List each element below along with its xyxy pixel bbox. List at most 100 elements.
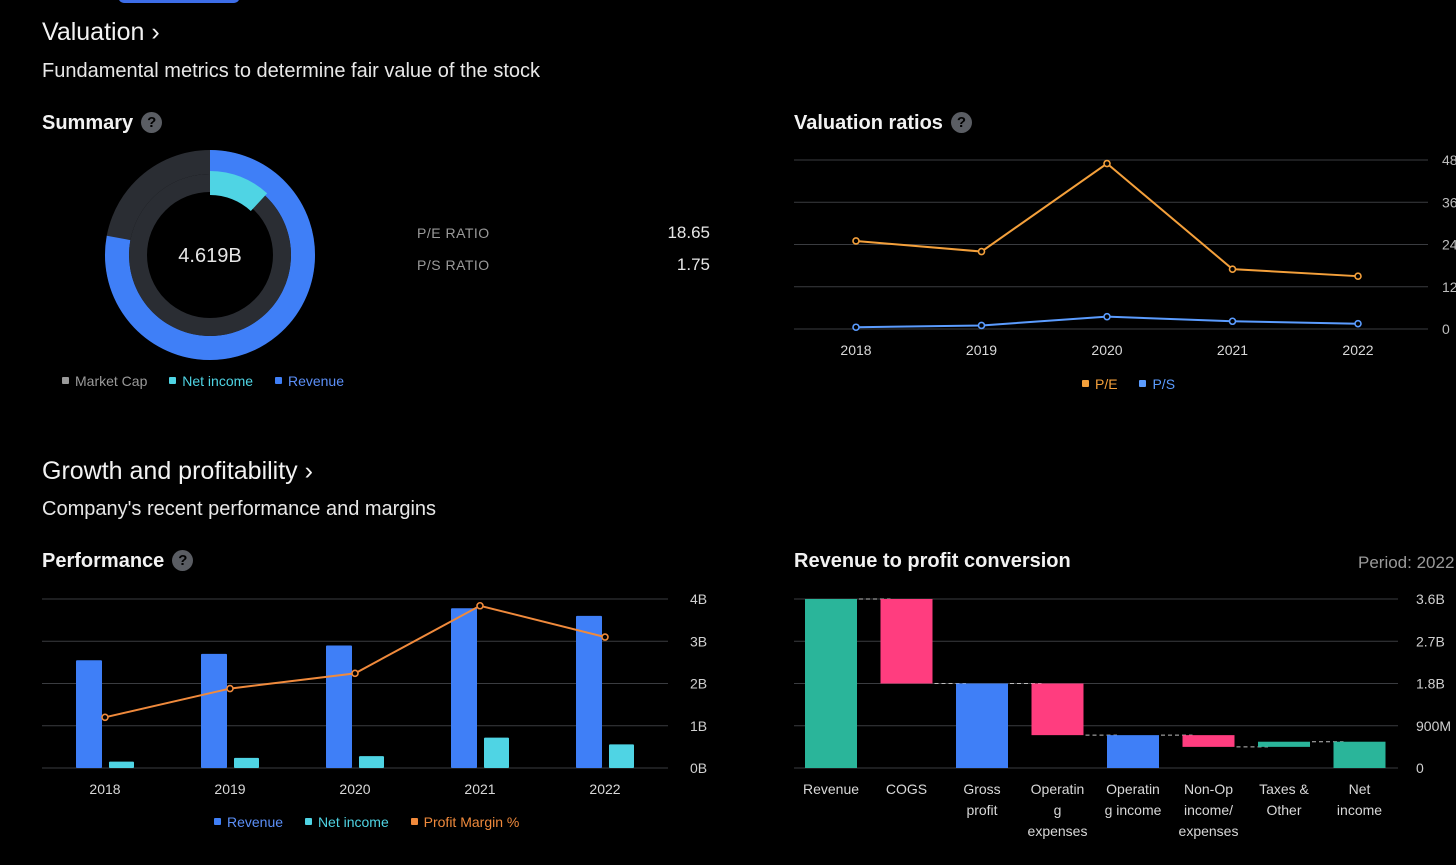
vr-point-pe: [1354, 272, 1362, 280]
legend-ps-label: P/S: [1152, 376, 1176, 392]
performance-help-icon[interactable]: ?: [172, 550, 194, 571]
conv-x-tick-label: Gross: [963, 781, 1000, 797]
conv-x-tick-label: g: [1054, 802, 1062, 818]
conversion-chart: 0 900M 1.8B 2.7B 3.6B Revenue COGS Gross profit O…: [794, 591, 1451, 839]
conv-x-tick-label: income/: [1184, 802, 1233, 818]
conv-x-tick-label: profit: [966, 802, 997, 818]
summary-title-text: Summary: [42, 112, 134, 134]
legend-ps-swatch: [1139, 380, 1147, 387]
vr-x-tick-label: 2022: [1342, 342, 1373, 358]
vr-point-ps: [1103, 312, 1111, 321]
summary-help-icon[interactable]: ?: [141, 112, 163, 133]
valuation-subtitle: Fundamental metrics to determine fair va…: [42, 60, 541, 82]
vr-y-tick-label: 24: [1442, 237, 1456, 253]
vr-point-pe: [977, 247, 986, 256]
valuation-ratios-chart: 0 12 24 36 48 2018 2019 2020 2021 2022: [794, 152, 1456, 358]
perf-profit-margin-point: [226, 684, 234, 693]
growth-section-title[interactable]: Growth and profitability ›: [42, 457, 313, 485]
vr-point-ps: [1228, 317, 1237, 326]
legend-revenue-swatch: [274, 377, 282, 384]
perf-revenue-bar: [326, 645, 352, 768]
vr-point-pe: [1103, 159, 1111, 168]
legend-perf-profit-margin[interactable]: Profit Margin %: [410, 814, 519, 830]
conv-x-tick-label: Operatin: [1106, 781, 1160, 797]
vr-point-pe: [852, 237, 860, 245]
donut-net-income-arc: [209, 171, 268, 212]
pe-ratio-label: P/E RATIO: [417, 225, 490, 241]
vr-point-pe: [1228, 265, 1237, 273]
top-tab-indicator[interactable]: [118, 0, 240, 3]
period-selector[interactable]: Period: 2022: [1358, 553, 1455, 572]
vr-y-tick-label: 12: [1442, 279, 1456, 295]
summary-title: Summary?: [42, 112, 163, 135]
perf-net-income-bar: [484, 737, 509, 768]
vr-y-tick-label: 0: [1442, 321, 1450, 337]
legend-ps[interactable]: P/S: [1139, 376, 1175, 392]
conv-bar: [956, 683, 1008, 768]
legend-perf-revenue-label: Revenue: [227, 814, 284, 830]
legend-perf-net-income[interactable]: Net income: [304, 814, 389, 830]
conv-bar: [1107, 735, 1159, 768]
conv-bar: [880, 599, 933, 684]
performance-title-text: Performance: [42, 550, 165, 572]
vr-series-line-pe: [855, 162, 1359, 278]
perf-x-tick-label: 2020: [339, 781, 370, 797]
conv-bar: [805, 599, 857, 768]
conv-x-tick-label: COGS: [886, 781, 927, 797]
perf-revenue-bar: [576, 615, 602, 768]
legend-revenue[interactable]: Revenue: [274, 373, 344, 389]
valuation-section-title[interactable]: Valuation ›: [42, 18, 160, 46]
conv-x-tick-label: Non-Op: [1184, 781, 1233, 797]
legend-perf-net-income-swatch: [304, 818, 312, 825]
vr-y-tick-label: 48: [1442, 152, 1456, 168]
performance-legend: Revenue Net income Profit Margin %: [214, 814, 537, 830]
conv-x-tick-label: Taxes &: [1259, 781, 1309, 797]
vr-point-ps: [977, 321, 986, 330]
legend-pe-label: P/E: [1095, 376, 1118, 392]
perf-y-tick-label: 1B: [690, 718, 707, 734]
conv-x-tick-label: expenses: [1028, 823, 1088, 839]
valuation-ratios-title-text: Valuation ratios: [794, 112, 943, 134]
perf-net-income-bar: [609, 744, 634, 768]
conv-x-tick-label: Operatin: [1031, 781, 1085, 797]
vr-x-tick-label: 2018: [840, 342, 871, 358]
perf-profit-margin-point: [601, 633, 609, 641]
perf-y-tick-label: 3B: [690, 633, 707, 649]
legend-perf-profit-margin-swatch: [410, 818, 418, 825]
legend-net-income[interactable]: Net income: [169, 373, 253, 389]
vr-point-ps: [1354, 319, 1362, 328]
perf-revenue-bar: [76, 660, 102, 768]
perf-revenue-bar: [201, 653, 227, 768]
pe-ratio-value: 18.65: [667, 223, 710, 242]
legend-net-income-label: Net income: [182, 373, 254, 389]
valuation-ratios-title: Valuation ratios?: [794, 112, 972, 135]
perf-y-tick-label: 2B: [690, 676, 707, 692]
conv-y-tick-label: 2.7B: [1416, 633, 1445, 649]
perf-profit-margin-point: [101, 713, 109, 722]
perf-x-tick-label: 2022: [589, 781, 620, 797]
legend-perf-net-income-label: Net income: [317, 814, 389, 830]
vr-x-tick-label: 2019: [966, 342, 997, 358]
ps-ratio-value: 1.75: [676, 255, 710, 274]
conv-x-tick-label: Net: [1349, 781, 1371, 797]
perf-net-income-bar: [109, 761, 134, 768]
conversion-title: Revenue to profit conversion: [794, 550, 1071, 572]
legend-perf-revenue-swatch: [214, 818, 221, 825]
conv-bar: [1031, 683, 1084, 736]
legend-pe[interactable]: P/E: [1082, 376, 1118, 392]
valuation-ratios-legend: P/E P/S: [1082, 376, 1193, 392]
perf-revenue-bar: [451, 608, 477, 768]
legend-pe-swatch: [1082, 380, 1089, 387]
valuation-ratios-help-icon[interactable]: ?: [950, 112, 972, 133]
summary-donut: 4.619B: [105, 150, 315, 360]
legend-perf-revenue[interactable]: Revenue: [214, 814, 283, 830]
legend-market-cap[interactable]: Market Cap: [62, 373, 147, 389]
conv-bar: [1333, 741, 1386, 768]
perf-profit-margin-point: [476, 601, 484, 610]
perf-x-tick-label: 2021: [464, 781, 495, 797]
perf-x-tick-label: 2019: [214, 781, 245, 797]
donut-revenue-arc: [105, 150, 315, 360]
conv-x-tick-label: expenses: [1179, 823, 1239, 839]
summary-legend: Market Cap Net income Revenue: [62, 373, 362, 389]
vr-x-tick-label: 2021: [1217, 342, 1248, 358]
